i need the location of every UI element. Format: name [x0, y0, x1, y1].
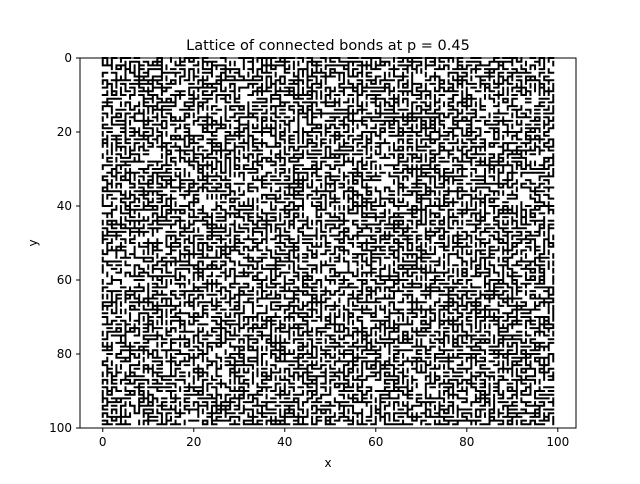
- x-tick-label: 100: [546, 435, 569, 449]
- y-axis-ticks: 0 20 40 60 80 100: [49, 51, 80, 435]
- y-axis-label: y: [26, 239, 40, 246]
- y-tick-label: 60: [57, 273, 72, 287]
- x-tick-label: 0: [99, 435, 107, 449]
- x-axis-ticks: 0 20 40 60 80 100: [99, 428, 569, 449]
- x-tick-label: 60: [368, 435, 383, 449]
- x-tick-label: 80: [459, 435, 474, 449]
- y-tick-label: 80: [57, 347, 72, 361]
- x-axis-label: x: [324, 456, 331, 470]
- y-tick-label: 100: [49, 421, 72, 435]
- chart-title: Lattice of connected bonds at p = 0.45: [186, 38, 470, 54]
- x-tick-label: 40: [277, 435, 292, 449]
- y-tick-label: 0: [64, 51, 72, 65]
- y-tick-label: 40: [57, 199, 72, 213]
- x-tick-label: 20: [186, 435, 201, 449]
- plot-frame: [79, 57, 577, 429]
- y-tick-label: 20: [57, 125, 72, 139]
